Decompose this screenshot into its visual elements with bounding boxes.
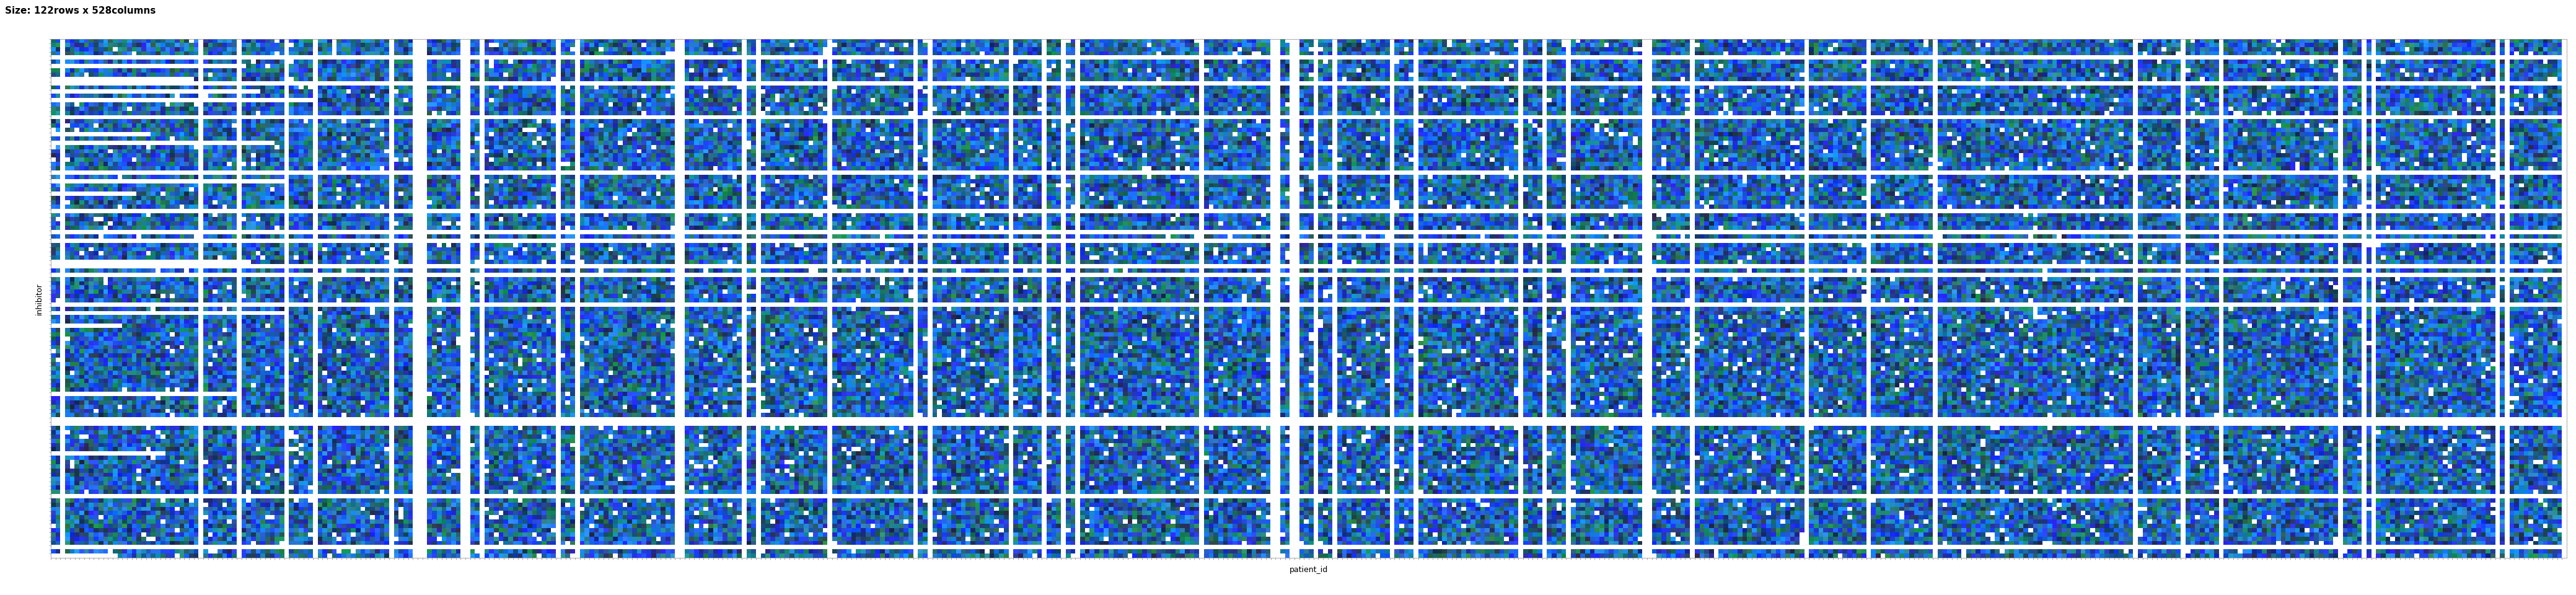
Y-axis label: inhibitor: inhibitor: [36, 283, 44, 315]
Text: Size: 122rows x 528columns: Size: 122rows x 528columns: [5, 6, 157, 15]
X-axis label: patient_id: patient_id: [1291, 566, 1329, 574]
